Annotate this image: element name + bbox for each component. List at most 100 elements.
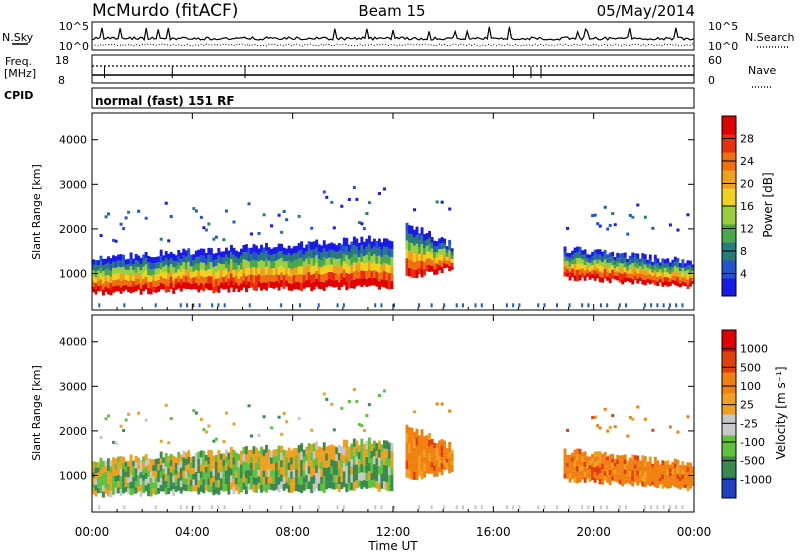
velocity-echo-cell — [658, 467, 662, 472]
power-echo-cell — [132, 269, 136, 276]
power-echo-cell — [661, 277, 665, 283]
velocity-echo-cell — [277, 476, 281, 485]
power-echo-cell — [124, 269, 128, 275]
velocity-echo-cell — [380, 481, 384, 489]
power-echo-cell — [94, 288, 98, 295]
power-echo-cell — [568, 252, 572, 258]
velocity-scatter-cell — [325, 397, 329, 401]
power-echo-cell — [152, 286, 156, 293]
velocity-echo-cell — [142, 468, 146, 475]
velocity-echo-cell — [661, 479, 665, 485]
power-echo-cell — [621, 273, 625, 280]
velocity-echo-cell — [606, 478, 610, 483]
freq-tick-high: 18 — [55, 54, 69, 67]
velocity-echo-cell — [415, 454, 419, 463]
velocity-echo-cell — [641, 460, 645, 466]
velocity-echo-cell — [350, 451, 354, 460]
power-echo-cell — [430, 237, 434, 243]
velocity-echo-cell — [177, 464, 181, 472]
velocity-echo-cell — [362, 472, 366, 481]
power-echo-cell — [352, 262, 356, 272]
power-echo-cell — [305, 258, 309, 266]
power-near-range-cell — [505, 303, 508, 308]
velocity-scatter-cell — [332, 428, 336, 432]
velocity-echo-cell — [139, 490, 143, 497]
power-echo-cell — [676, 267, 680, 273]
power-echo-cell — [623, 277, 627, 283]
power-echo-cell — [94, 277, 98, 283]
velocity-echo-cell — [154, 464, 158, 471]
power-echo-cell — [164, 278, 168, 286]
power-echo-cell — [227, 264, 231, 272]
velocity-echo-cell — [187, 457, 191, 464]
velocity-echo-cell — [352, 438, 356, 448]
velocity-colorbar-swatch — [722, 477, 736, 499]
power-echo-cell — [157, 274, 161, 280]
velocity-scatter-cell — [608, 425, 612, 429]
power-echo-cell — [337, 282, 341, 290]
power-echo-cell — [586, 258, 590, 262]
power-echo-cell — [234, 282, 238, 289]
power-echo-cell — [435, 252, 439, 258]
velocity-echo-cell — [653, 466, 657, 472]
power-echo-cell — [187, 268, 191, 276]
power-echo-cell — [337, 258, 341, 267]
velocity-echo-cell — [360, 480, 364, 490]
power-echo-cell — [448, 260, 452, 266]
power-echo-cell — [199, 248, 203, 256]
velocity-echo-cell — [194, 472, 198, 479]
power-echo-cell — [97, 260, 100, 266]
power-echo-cell — [229, 266, 233, 274]
velocity-echo-cell — [229, 475, 233, 483]
velocity-echo-cell — [357, 466, 361, 474]
velocity-echo-cell — [327, 445, 331, 453]
velocity-echo-cell — [184, 478, 188, 485]
power-echo-cell — [300, 274, 304, 283]
power-echo-cell — [107, 281, 110, 289]
power-echo-cell — [94, 271, 98, 278]
power-echo-cell — [428, 258, 432, 266]
power-echo-cell — [385, 263, 389, 272]
power-echo-cell — [247, 254, 251, 262]
power-echo-cell — [440, 237, 444, 244]
velocity-echo-cell — [169, 478, 173, 485]
velocity-scatter-cell — [119, 424, 123, 428]
velocity-echo-cell — [232, 449, 236, 458]
power-echo-cell — [295, 281, 299, 290]
velocity-echo-cell — [137, 486, 141, 492]
velocity-echo-cell — [673, 472, 677, 478]
power-echo-cell — [588, 267, 592, 272]
velocity-near-range-cell — [123, 505, 126, 510]
velocity-echo-cell — [608, 480, 612, 486]
power-echo-cell — [367, 277, 371, 287]
velocity-echo-cell — [212, 482, 216, 489]
velocity-echo-cell — [598, 451, 602, 457]
power-echo-cell — [616, 252, 620, 258]
power-echo-cell — [179, 259, 183, 266]
power-echo-cell — [109, 282, 113, 290]
power-echo-cell — [204, 270, 208, 277]
power-echo-cell — [129, 279, 133, 287]
power-echo-cell — [242, 259, 246, 267]
velocity-echo-cell — [159, 451, 163, 459]
velocity-colorbar-frame — [721, 329, 737, 499]
velocity-echo-cell — [643, 471, 647, 477]
velocity-echo-cell — [628, 471, 632, 476]
velocity-echo-cell — [613, 477, 617, 482]
velocity-echo-cell — [300, 459, 304, 469]
velocity-echo-cell — [438, 451, 442, 457]
power-echo-cell — [631, 263, 635, 269]
power-echo-cell — [119, 260, 123, 268]
power-echo-cell — [671, 263, 675, 268]
power-echo-cell — [177, 250, 181, 257]
power-echo-cell — [332, 280, 336, 288]
velocity-echo-cell — [122, 456, 126, 463]
power-echo-cell — [197, 271, 201, 279]
power-echo-cell — [362, 263, 366, 271]
velocity-echo-cell — [332, 474, 336, 483]
power-near-range-cell — [599, 303, 602, 308]
power-echo-cell — [568, 271, 572, 276]
velocity-echo-cell — [315, 480, 319, 489]
power-echo-cell — [598, 260, 602, 266]
power-echo-cell — [337, 266, 341, 275]
